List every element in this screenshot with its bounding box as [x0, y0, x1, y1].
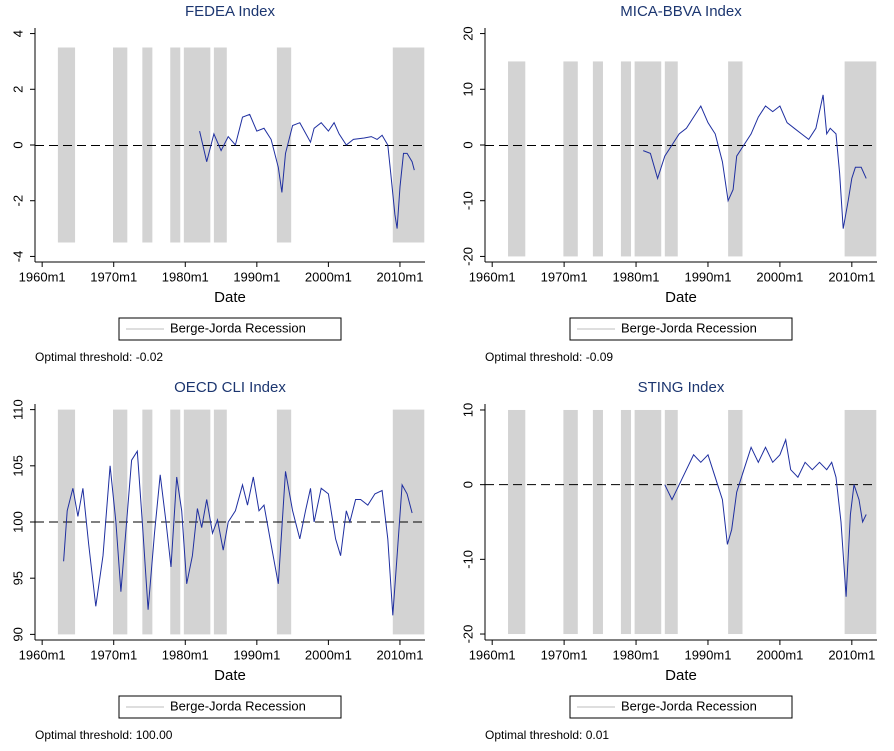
recession-band	[508, 61, 526, 257]
recession-band	[113, 47, 128, 243]
threshold-note: Optimal threshold: -0.02	[35, 350, 163, 364]
y-tick-label: 110	[10, 399, 25, 420]
legend-box	[569, 317, 793, 341]
legend-label: Berge-Jorda Recession	[621, 698, 757, 713]
chart-title: MICA-BBVA Index	[620, 3, 742, 20]
x-tick-label: 1990m1	[684, 647, 731, 662]
legend-label: Berge-Jorda Recession	[170, 698, 306, 713]
data-line	[643, 94, 867, 229]
x-tick-label: 1960m1	[469, 269, 516, 284]
recession-band	[57, 47, 76, 243]
x-tick-label: 1970m1	[90, 269, 137, 284]
x-tick-label: 1990m1	[233, 269, 280, 284]
legend-label: Berge-Jorda Recession	[170, 320, 306, 335]
recession-band	[634, 61, 662, 257]
legend-box	[569, 695, 793, 719]
y-tick-label: 100	[10, 511, 25, 533]
y-tick-label: -20	[460, 625, 475, 644]
y-tick-label: -2	[10, 195, 25, 207]
y-tick-label: -10	[460, 191, 475, 210]
recession-band	[183, 47, 211, 243]
recession-band	[563, 61, 578, 257]
recession-band	[844, 409, 877, 635]
x-tick-label: 1990m1	[233, 647, 280, 662]
data-line	[199, 113, 415, 229]
y-tick-label: 90	[10, 627, 25, 641]
x-tick-label: 2000m1	[756, 647, 803, 662]
x-tick-label: 1980m1	[162, 269, 209, 284]
y-tick-label: 10	[460, 82, 475, 96]
x-axis-title: Date	[665, 289, 697, 306]
x-tick-label: 1980m1	[613, 269, 660, 284]
y-tick-label: 10	[460, 403, 475, 417]
recession-band	[170, 47, 181, 243]
recession-band	[392, 47, 425, 243]
y-tick-label: 20	[460, 26, 475, 40]
x-axis-title: Date	[214, 667, 246, 684]
recession-band	[620, 61, 632, 257]
x-tick-label: 2000m1	[305, 269, 352, 284]
recession-band	[508, 409, 526, 635]
legend-box	[118, 695, 342, 719]
x-tick-label: 2010m1	[376, 647, 423, 662]
y-tick-label: 0	[460, 481, 475, 488]
x-tick-label: 2000m1	[305, 647, 352, 662]
x-tick-label: 2010m1	[376, 269, 423, 284]
recession-band	[844, 61, 877, 257]
recession-band	[592, 409, 603, 635]
y-tick-label: -20	[460, 247, 475, 266]
y-tick-label: 2	[10, 86, 25, 93]
data-line	[664, 437, 867, 597]
y-tick-label: 0	[460, 141, 475, 148]
x-tick-label: 1960m1	[19, 647, 66, 662]
x-tick-label: 1980m1	[613, 647, 660, 662]
y-tick-label: 4	[10, 30, 25, 37]
x-tick-label: 1960m1	[469, 647, 516, 662]
x-tick-label: 1970m1	[541, 647, 588, 662]
x-tick-label: 2010m1	[828, 647, 875, 662]
data-line	[63, 449, 413, 616]
y-tick-label: 105	[10, 455, 25, 477]
x-axis-title: Date	[665, 667, 697, 684]
x-tick-label: 2010m1	[828, 269, 875, 284]
y-tick-label: -4	[10, 251, 25, 263]
recession-band	[213, 47, 227, 243]
recession-band	[664, 61, 678, 257]
chart-title: FEDEA Index	[185, 3, 276, 20]
chart-title: STING Index	[638, 379, 725, 396]
y-tick-label: 0	[10, 141, 25, 148]
chart-title: OECD CLI Index	[174, 379, 286, 396]
threshold-note: Optimal threshold: -0.09	[485, 350, 613, 364]
x-tick-label: 1990m1	[684, 269, 731, 284]
y-tick-label: -10	[460, 550, 475, 569]
threshold-note: Optimal threshold: 0.01	[485, 728, 609, 742]
recession-band	[276, 409, 292, 635]
recession-band	[563, 409, 578, 635]
recession-band	[592, 61, 603, 257]
x-axis-title: Date	[214, 289, 246, 306]
recession-band	[664, 409, 678, 635]
recession-band	[728, 61, 743, 257]
recession-band	[728, 409, 743, 635]
legend-box	[118, 317, 342, 341]
legend-label: Berge-Jorda Recession	[621, 320, 757, 335]
recession-band	[620, 409, 632, 635]
x-tick-label: 1970m1	[541, 269, 588, 284]
threshold-note: Optimal threshold: 100.00	[35, 728, 173, 742]
y-tick-label: 95	[10, 571, 25, 585]
recession-band	[142, 47, 153, 243]
x-tick-label: 1980m1	[162, 647, 209, 662]
recession-band	[634, 409, 662, 635]
x-tick-label: 1960m1	[19, 269, 66, 284]
x-tick-label: 1970m1	[90, 647, 137, 662]
x-tick-label: 2000m1	[756, 269, 803, 284]
recession-band	[276, 47, 292, 243]
